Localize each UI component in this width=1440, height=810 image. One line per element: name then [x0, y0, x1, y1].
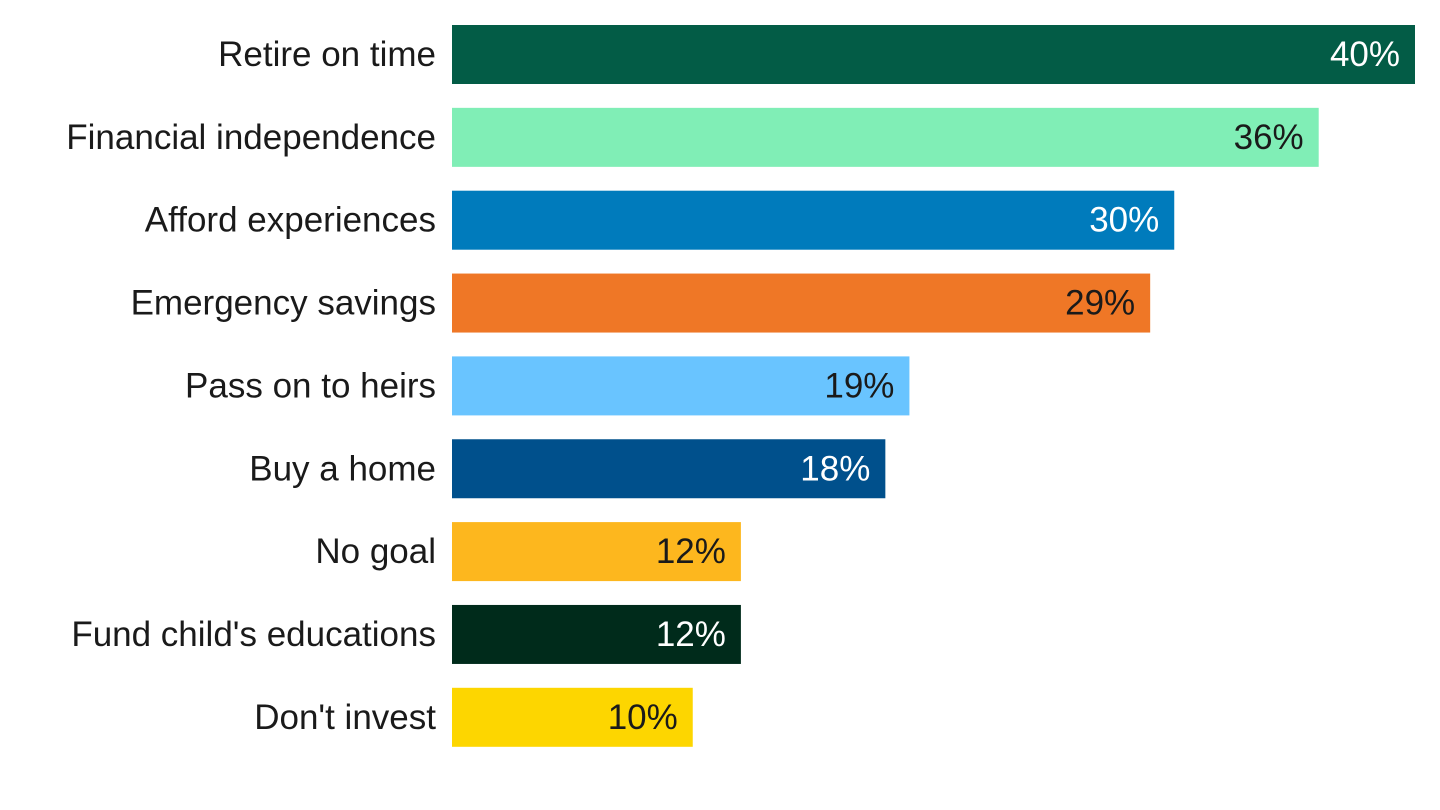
bar: [452, 25, 1415, 84]
value-label: 10%: [608, 698, 678, 737]
bars-group: [452, 25, 1415, 747]
category-label: Financial independence: [66, 118, 436, 157]
bar: [452, 273, 1151, 333]
category-label: Buy a home: [249, 449, 436, 488]
bar: [452, 356, 910, 416]
value-label: 18%: [800, 449, 870, 488]
value-labels-group: 40% 36% 30% 29% 19% 18% 12% 12% 10%: [608, 35, 1400, 737]
value-label: 12%: [656, 615, 726, 654]
value-label: 30%: [1089, 201, 1159, 240]
category-label: No goal: [315, 532, 436, 571]
category-label: Afford experiences: [145, 201, 436, 240]
value-label: 19%: [824, 366, 894, 405]
bar: [452, 439, 886, 499]
category-labels-group: Retire on time Financial independence Affo…: [66, 35, 436, 737]
category-label: Don't invest: [254, 698, 436, 737]
bar: [452, 687, 693, 747]
bar: [452, 604, 741, 664]
bar: [452, 190, 1175, 250]
value-label: 40%: [1330, 35, 1400, 74]
value-label: 29%: [1065, 284, 1135, 323]
category-label: Pass on to heirs: [185, 366, 436, 405]
category-label: Emergency savings: [131, 284, 436, 323]
bar: [452, 107, 1319, 167]
value-label: 12%: [656, 532, 726, 571]
bar: [452, 522, 741, 582]
value-label: 36%: [1234, 118, 1304, 157]
category-label: Fund child's educations: [71, 615, 436, 654]
category-label: Retire on time: [218, 35, 436, 74]
